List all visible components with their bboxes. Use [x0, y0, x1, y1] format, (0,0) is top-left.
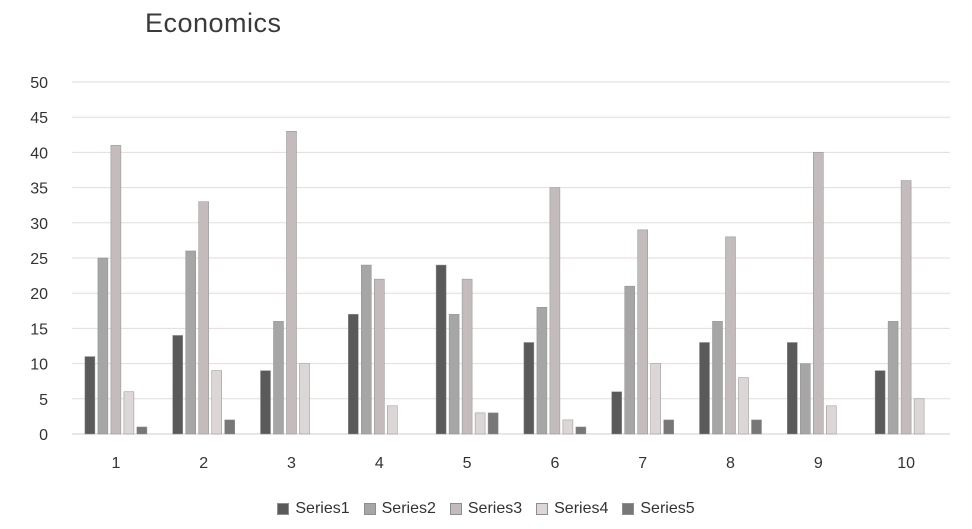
bar-series3-7	[637, 229, 648, 435]
bar-series2-10	[887, 321, 899, 435]
bar-series5-8	[751, 419, 762, 435]
legend-label: Series5	[640, 500, 695, 517]
bar-series5-6	[575, 426, 587, 435]
y-tick-label: 15	[30, 321, 48, 338]
bar-series1-3	[260, 370, 271, 435]
bar-series1-5	[435, 264, 447, 435]
bar-series1-6	[523, 342, 535, 435]
bar-series4-5	[474, 412, 486, 435]
chart-title: Economics	[145, 8, 282, 38]
y-tick-label: 50	[30, 75, 48, 92]
bar-series1-2	[172, 335, 183, 435]
x-tick-label: 3	[287, 455, 296, 472]
y-tick-label: 20	[30, 286, 48, 303]
legend-item-series3: Series3	[449, 500, 523, 518]
x-tick-label: 2	[199, 455, 208, 472]
legend-swatch	[536, 503, 549, 515]
bar-series4-7	[650, 363, 661, 435]
legend: Series1 Series2 Series3 Series4 Series5	[0, 500, 972, 518]
y-tick-label: 10	[30, 357, 48, 374]
x-tick-label: 8	[726, 455, 735, 472]
legend-label: Series2	[381, 500, 436, 517]
bar-series1-10	[874, 370, 886, 435]
bar-series3-5	[461, 278, 473, 435]
legend-label: Series1	[295, 500, 350, 517]
bar-series5-2	[224, 419, 235, 435]
bar-series1-1	[84, 356, 96, 435]
bar-series3-2	[198, 201, 209, 435]
x-tick-label: 1	[111, 455, 120, 472]
bar-series1-8	[699, 342, 710, 435]
x-tick-label: 7	[638, 455, 647, 472]
bar-series4-2	[211, 370, 222, 435]
bar-series3-6	[549, 187, 561, 435]
bar-series2-3	[273, 321, 284, 435]
bar-series2-9	[800, 363, 811, 435]
y-tick-label: 40	[30, 145, 48, 162]
bar-series3-1	[110, 145, 122, 435]
bar-series2-2	[185, 250, 196, 435]
x-tick-label: 6	[550, 455, 559, 472]
legend-item-series1: Series1	[277, 500, 350, 518]
bar-series3-8	[725, 236, 736, 435]
x-tick-label: 5	[463, 455, 472, 472]
bar-series1-7	[611, 391, 622, 435]
bar-series2-7	[624, 285, 635, 435]
bar-series4-9	[826, 405, 837, 435]
bar-series5-1	[136, 426, 148, 435]
bar-series4-1	[123, 391, 135, 435]
legend-label: Series3	[467, 500, 523, 517]
bar-series4-4	[387, 405, 398, 435]
bar-series3-4	[374, 278, 385, 435]
bar-series2-4	[361, 264, 372, 435]
bar-series2-1	[97, 257, 109, 435]
legend-item-series2: Series2	[363, 500, 436, 518]
bar-series2-8	[712, 321, 723, 435]
bar-series4-8	[738, 377, 749, 435]
legend-swatch	[363, 503, 376, 515]
y-tick-label: 45	[30, 110, 48, 127]
bar-series3-9	[813, 152, 824, 435]
bar-series5-5	[487, 412, 499, 435]
bar-series1-4	[348, 314, 359, 435]
bar-series5-7	[663, 419, 674, 435]
bar-series4-10	[913, 398, 925, 435]
bar-series1-9	[787, 342, 798, 435]
y-tick-label: 25	[30, 251, 48, 268]
bar-series2-5	[448, 314, 460, 435]
legend-swatch	[622, 503, 635, 515]
y-tick-label: 30	[30, 216, 48, 233]
bar-series3-3	[286, 131, 297, 435]
bar-series3-10	[900, 180, 912, 435]
x-tick-label: 4	[375, 455, 384, 472]
y-tick-label: 35	[30, 181, 48, 198]
y-tick-label: 5	[39, 392, 48, 409]
legend-swatch	[449, 503, 462, 515]
bar-series2-6	[536, 307, 548, 435]
x-tick-label: 9	[814, 455, 823, 472]
legend-label: Series4	[554, 500, 609, 517]
legend-swatch	[277, 503, 290, 515]
y-tick-label: 0	[39, 427, 48, 444]
legend-item-series4: Series4	[536, 500, 608, 518]
x-tick-label: 10	[897, 455, 915, 472]
legend-item-series5: Series5	[622, 500, 695, 518]
bar-series4-3	[299, 363, 310, 435]
bar-series4-6	[562, 419, 574, 435]
